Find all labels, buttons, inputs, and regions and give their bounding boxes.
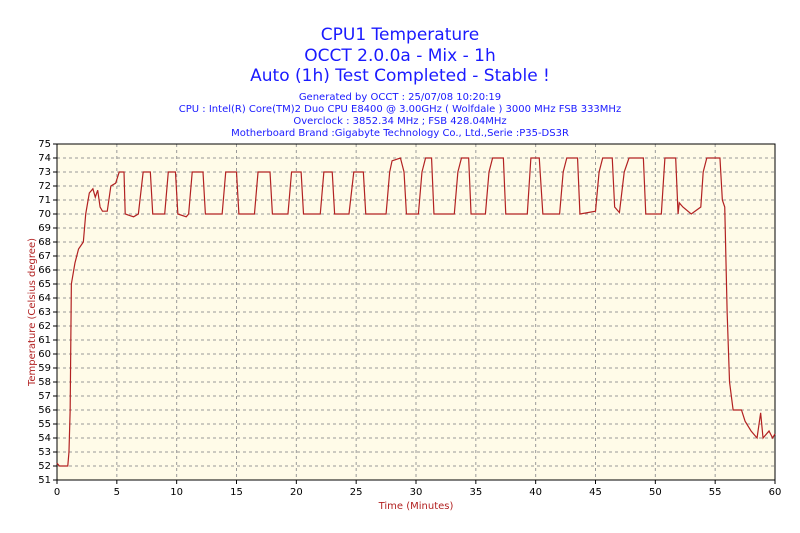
- y-tick-label: 65: [38, 279, 51, 290]
- subtitle: Auto (1h) Test Completed - Stable !: [250, 66, 550, 86]
- y-tick-label: 68: [38, 237, 51, 248]
- info-line: CPU : Intel(R) Core(TM)2 Duo CPU E8400 @…: [179, 104, 621, 115]
- x-tick-label: 40: [529, 487, 542, 498]
- y-tick-label: 58: [38, 377, 51, 388]
- y-tick-label: 71: [38, 195, 51, 206]
- y-tick-label: 75: [38, 139, 51, 150]
- y-tick-label: 70: [38, 209, 51, 220]
- subtitle: OCCT 2.0.0a - Mix - 1h: [304, 46, 496, 66]
- x-tick-label: 15: [230, 487, 243, 498]
- y-tick-label: 73: [38, 167, 51, 178]
- x-axis-label: Time (Minutes): [378, 501, 454, 512]
- chart-title: CPU1 Temperature: [321, 25, 479, 45]
- y-tick-label: 59: [38, 363, 51, 374]
- y-tick-label: 52: [38, 461, 51, 472]
- y-tick-label: 64: [38, 293, 51, 304]
- x-tick-label: 5: [114, 487, 120, 498]
- info-line: Overclock : 3852.34 MHz ; FSB 428.04MHz: [293, 116, 506, 127]
- y-tick-label: 62: [38, 321, 51, 332]
- x-tick-label: 60: [769, 487, 782, 498]
- y-tick-label: 61: [38, 335, 51, 346]
- y-axis-label: Temperature (Celsius degree): [27, 238, 38, 387]
- y-tick-label: 53: [38, 447, 51, 458]
- y-tick-label: 69: [38, 223, 51, 234]
- y-tick-label: 54: [38, 433, 51, 444]
- x-tick-label: 30: [410, 487, 423, 498]
- y-tick-label: 57: [38, 391, 51, 402]
- x-tick-label: 10: [170, 487, 183, 498]
- y-tick-label: 66: [38, 265, 51, 276]
- plot-border: [56, 143, 776, 481]
- x-tick-label: 25: [350, 487, 363, 498]
- y-tick-label: 55: [38, 419, 51, 430]
- y-tick-label: 51: [38, 475, 51, 486]
- x-tick-label: 20: [290, 487, 303, 498]
- x-tick-label: 55: [709, 487, 722, 498]
- y-tick-label: 67: [38, 251, 51, 262]
- x-tick-label: 35: [469, 487, 482, 498]
- x-tick-label: 45: [589, 487, 602, 498]
- x-tick-label: 50: [649, 487, 662, 498]
- y-tick-label: 72: [38, 181, 51, 192]
- x-tick-label: 0: [54, 487, 60, 498]
- y-tick-label: 63: [38, 307, 51, 318]
- y-tick-label: 60: [38, 349, 51, 360]
- info-line: Generated by OCCT : 25/07/08 10:20:19: [299, 92, 501, 103]
- data-line: [56, 157, 776, 467]
- y-tick-label: 74: [38, 153, 51, 164]
- info-line: Motherboard Brand :Gigabyte Technology C…: [231, 128, 569, 139]
- y-tick-label: 56: [38, 405, 51, 416]
